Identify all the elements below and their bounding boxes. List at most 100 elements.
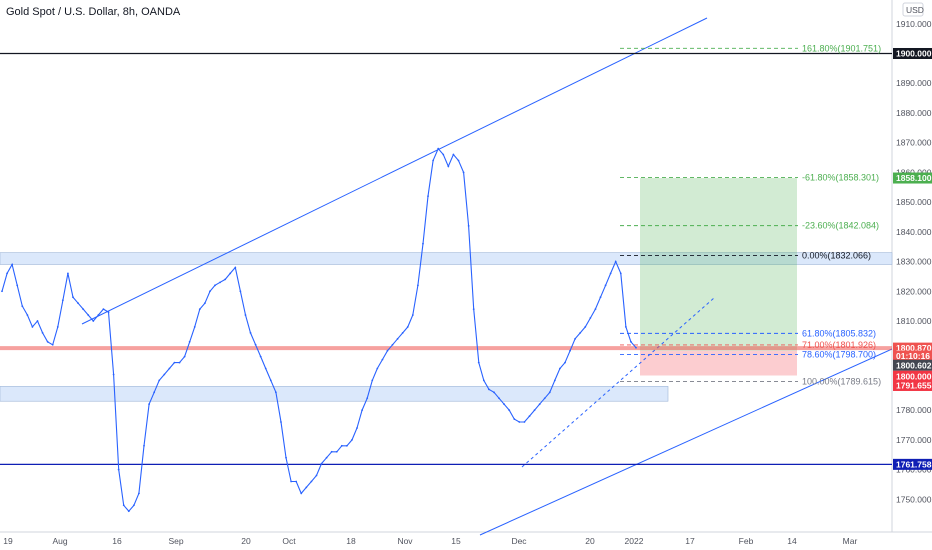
price-point [285,456,287,459]
price-point [493,391,495,394]
price-point [589,317,592,319]
price-tick-label: 1870.000 [896,138,932,148]
price-tag-box [893,359,932,371]
time-tick-label: Nov [397,536,413,546]
price-point [269,379,272,382]
price-point [406,326,409,328]
price-tick-label: 1750.000 [896,494,932,504]
price-tag-label: 1800.602 [896,360,932,370]
price-point [254,343,257,346]
price-tick-label: 1780.000 [896,405,932,415]
time-tick-label: Feb [739,536,754,546]
price-point [188,340,191,343]
price-point [148,403,150,406]
price-tick-label: 1770.000 [896,435,932,445]
price-point [564,361,566,364]
price-point [41,331,44,334]
price-tag-label: 1791.655 [896,380,932,390]
price-point [361,409,364,412]
price-tick-label: 1880.000 [896,108,932,118]
price-point [127,510,130,513]
fib-level-label: 61.80%(1805.832) [802,328,876,338]
profit-zone[interactable] [640,178,797,351]
price-point [630,340,632,343]
fib-retracement[interactable]: 161.80%(1901.751) -61.80%(1858.301) -23.60… [620,43,881,387]
price-point [614,260,617,263]
price-series [1,147,637,513]
currency-badge-box[interactable] [902,2,924,17]
price-point [193,326,196,328]
price-point [599,296,602,299]
channel-midline[interactable] [521,297,715,468]
price-point [371,379,374,382]
resistance-zone[interactable] [0,252,893,265]
price-axis: 1910.000 1900.000 1890.000 1880.000 1870.000… [896,19,932,505]
price-tick-label: 1810.000 [896,316,932,326]
price-point [472,308,475,310]
price-point [234,266,237,269]
price-point [528,415,531,417]
price-point [543,397,546,400]
zone-layer [0,252,893,402]
channel-upper-line[interactable] [81,17,708,325]
price-point [77,302,79,305]
fib-level-label: -23.60%(1842.084) [802,221,879,231]
time-tick-label: 19 [3,536,13,546]
price-tick-label: 1860.000 [896,167,932,177]
price-point [87,314,90,316]
price-point [538,403,541,406]
trend-channel[interactable] [81,17,893,536]
price-point [56,326,59,328]
price-point [624,326,627,328]
price-point [422,242,424,245]
price-point [452,153,455,156]
price-point [488,388,490,391]
level-tag-label: 1900.000 [896,48,932,58]
currency-badge[interactable]: USD [906,5,924,15]
price-point [467,224,470,227]
price-point [523,421,526,423]
long-position-tool[interactable] [640,178,797,376]
time-axis: 19 Aug 16 Sep 20 Oct 18 Nov 15 Dec 20 2022 17 Feb 14 Ma… [3,536,857,546]
price-point [31,326,34,328]
price-point [457,159,460,162]
price-point [122,504,125,507]
price-point [447,165,450,168]
price-point [411,314,414,316]
price-point [340,444,343,447]
channel-lower-line[interactable] [479,348,893,536]
price-point [594,308,597,310]
horizontal-levels [0,52,892,465]
price-tag-label: 1858.100 [896,173,932,183]
price-point [437,147,440,150]
price-point [173,361,176,364]
price-point [579,331,582,334]
price-point [417,284,419,287]
time-tick-label: 16 [112,536,122,546]
price-point [366,397,369,400]
price-point [67,272,69,275]
price-tag-box [893,342,932,354]
price-point [16,284,19,287]
fib-level-label: 161.80%(1901.751) [802,43,881,53]
price-point [249,331,252,334]
price-point [553,379,556,382]
time-tick-label: 15 [451,536,461,546]
price-point [178,361,181,364]
price-point [386,349,389,352]
price-tag-label: 1800.000 [896,371,932,381]
price-point [72,296,74,299]
fib-level-label: -61.80%(1858.301) [802,172,879,182]
price-point [198,308,201,310]
price-point [229,272,232,275]
price-tick-label: 1830.000 [896,257,932,267]
support-zone[interactable] [0,386,669,402]
price-point [51,343,54,346]
price-point [442,153,445,156]
price-point [345,444,348,447]
level-tag-box [893,47,932,59]
price-tick-label: 1840.000 [896,227,932,237]
price-point [264,367,267,370]
